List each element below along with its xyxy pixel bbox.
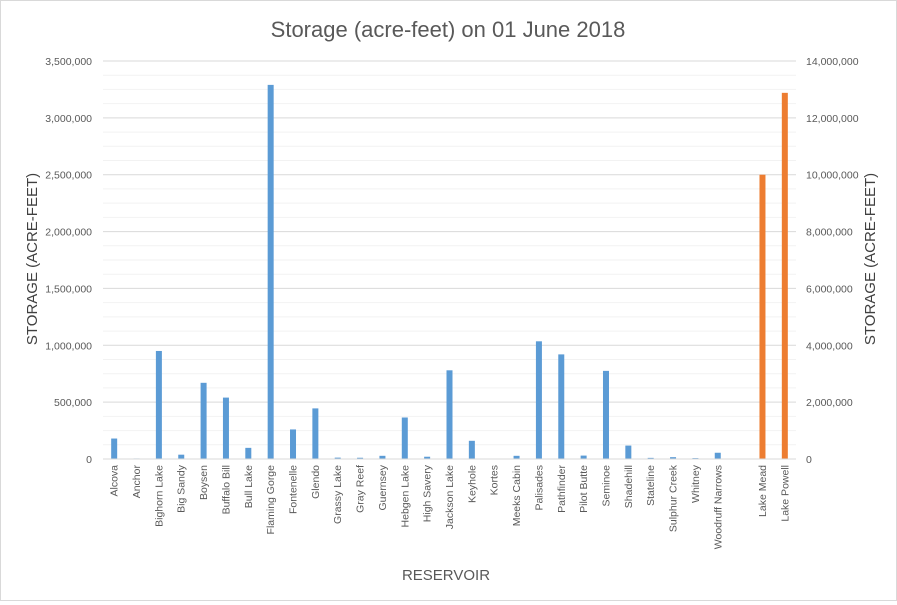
y-tick-label-left: 2,000,000 xyxy=(45,227,92,239)
bar xyxy=(625,445,632,459)
bar xyxy=(781,92,788,459)
x-tick-label: Bighorn Lake xyxy=(153,465,165,527)
bar xyxy=(334,457,341,459)
bar xyxy=(424,456,431,459)
bar xyxy=(155,350,162,459)
bar xyxy=(178,454,185,459)
bar xyxy=(222,397,229,459)
x-tick-label: Gray Reef xyxy=(355,465,367,513)
y-tick-label-left: 500,000 xyxy=(54,397,92,409)
y-tick-label-left: 3,500,000 xyxy=(45,56,92,68)
bar xyxy=(312,408,319,459)
y-tick-label-right: 2,000,000 xyxy=(806,397,853,409)
y-tick-label-left: 1,000,000 xyxy=(45,340,92,352)
y-axis-right-ticks: 0 2,000,000 4,000,000 6,000,000 8,000,000 10,… xyxy=(806,56,859,466)
bar xyxy=(401,417,408,459)
x-tick-label: Stateline xyxy=(645,465,657,506)
bar xyxy=(513,455,520,459)
x-tick-label: Lake Powell xyxy=(779,465,791,522)
x-tick-label: Flaming Gorge xyxy=(265,465,277,535)
x-tick-label: High Savery xyxy=(422,464,434,522)
x-tick-label: Hebgen Lake xyxy=(399,465,411,528)
x-tick-label: Seminoe xyxy=(600,465,612,507)
bar xyxy=(759,174,766,459)
bar xyxy=(558,354,565,459)
x-tick-label: Fontenelle xyxy=(288,465,300,514)
bar xyxy=(535,341,542,459)
x-tick-label: Bull Lake xyxy=(243,465,255,508)
chart-title: Storage (acre-feet) on 01 June 2018 xyxy=(271,17,626,42)
y-tick-label-right: 6,000,000 xyxy=(806,283,853,295)
bar xyxy=(468,440,475,459)
bar xyxy=(200,382,207,459)
x-tick-label: Big Sandy xyxy=(176,464,188,513)
y-tick-label-right: 8,000,000 xyxy=(806,227,853,239)
bar xyxy=(670,457,677,459)
x-tick-label: Guernsey xyxy=(377,464,389,510)
y-tick-label-left: 2,500,000 xyxy=(45,170,92,182)
x-tick-label: Buffalo Bill xyxy=(220,465,232,514)
bar xyxy=(602,370,609,459)
bar xyxy=(647,457,654,459)
bar xyxy=(379,455,386,459)
bar xyxy=(111,438,118,459)
bar xyxy=(357,457,364,459)
bar xyxy=(245,447,252,459)
x-tick-label: Grassy Lake xyxy=(332,465,344,524)
y-axis-right-label: STORAGE (ACRE-FEET) xyxy=(862,173,879,345)
bars xyxy=(111,84,788,460)
y-tick-label-left: 1,500,000 xyxy=(45,283,92,295)
gridlines xyxy=(103,60,796,446)
y-tick-label-right: 4,000,000 xyxy=(806,340,853,352)
x-axis-label: RESERVOIR xyxy=(402,567,490,584)
x-tick-label: Boysen xyxy=(198,465,210,500)
x-tick-label: Glendo xyxy=(310,465,322,499)
x-tick-label: Palisades xyxy=(533,465,545,511)
x-tick-label: Meeks Cabin xyxy=(511,465,523,526)
y-tick-label-right: 14,000,000 xyxy=(806,56,859,68)
x-tick-label: Anchor xyxy=(131,465,143,499)
x-tick-label: Pilot Butte xyxy=(578,465,590,513)
y-tick-label-right: 10,000,000 xyxy=(806,170,859,182)
x-tick-label: Kortes xyxy=(489,465,501,495)
x-tick-label: Keyhole xyxy=(466,465,478,503)
bar xyxy=(580,455,587,459)
x-tick-label: Shadehill xyxy=(623,465,635,508)
x-tick-label: Woodruff Narrows xyxy=(712,465,724,549)
x-tick-label: Sulphur Creek xyxy=(668,464,680,532)
bar xyxy=(290,429,297,459)
x-tick-label: Lake Mead xyxy=(757,465,769,517)
y-tick-label-right: 0 xyxy=(806,454,812,466)
y-tick-label-left: 0 xyxy=(86,454,92,466)
x-tick-label: Jackson Lake xyxy=(444,465,456,529)
x-tick-label: Alcova xyxy=(109,465,121,497)
y-axis-left-label: STORAGE (ACRE-FEET) xyxy=(24,173,41,345)
x-tick-label: Whitney xyxy=(690,464,702,503)
y-tick-label-left: 3,000,000 xyxy=(45,113,92,125)
bar xyxy=(446,370,453,459)
x-axis-ticks: Alcova Anchor Bighorn Lake Big Sandy Boysen B… xyxy=(109,464,792,549)
y-axis-left-ticks: 0 500,000 1,000,000 1,500,000 2,000,000 2,500… xyxy=(45,56,92,466)
bar xyxy=(267,84,274,459)
y-tick-label-right: 12,000,000 xyxy=(806,113,859,125)
x-tick-label: Pathfinder xyxy=(556,465,568,513)
bar xyxy=(714,452,721,459)
